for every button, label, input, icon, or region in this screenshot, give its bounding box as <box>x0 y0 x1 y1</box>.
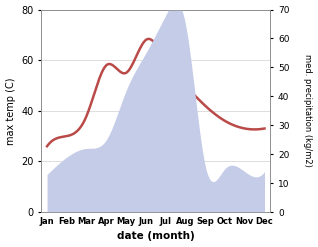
X-axis label: date (month): date (month) <box>117 231 195 242</box>
Y-axis label: max temp (C): max temp (C) <box>5 77 16 144</box>
Y-axis label: med. precipitation (kg/m2): med. precipitation (kg/m2) <box>303 54 313 167</box>
